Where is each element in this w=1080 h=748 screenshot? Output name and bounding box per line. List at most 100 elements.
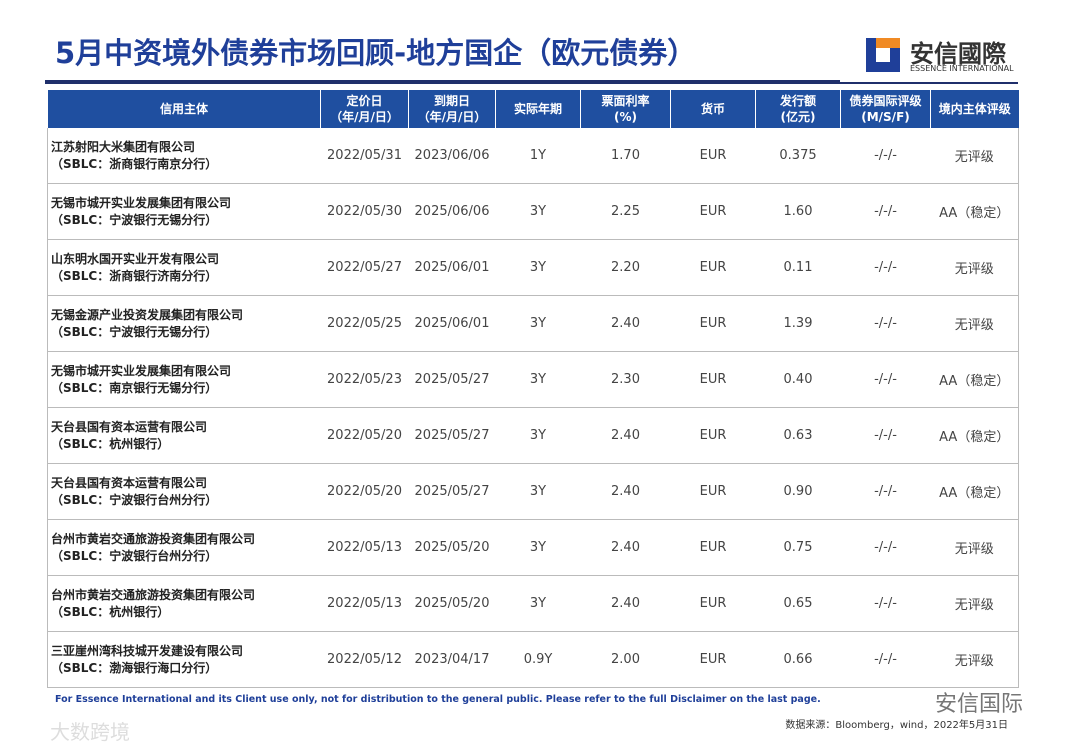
table-cell: EUR	[670, 463, 756, 520]
cell-line: （SBLC：浙商银行济南分行）	[51, 268, 218, 283]
table-cell: 0.375	[755, 128, 841, 184]
cell-line: 发行额	[779, 94, 816, 108]
table-cell: 0.66	[755, 631, 841, 688]
table-cell: 1.39	[755, 295, 841, 352]
cell-line: 天台县国有资本运营有限公司	[51, 475, 208, 490]
watermark: 安信国际	[935, 692, 1024, 717]
table-row: 无锡市城开实业发展集团有限公司 （SBLC：南京银行无锡分行） 2022/05/23…	[47, 351, 1019, 408]
cell-line: （SBLC：浙商银行南京分行）	[51, 156, 218, 171]
table-cell: EUR	[670, 128, 756, 184]
title-rule	[45, 80, 840, 84]
table-cell: -/-/-	[840, 183, 931, 240]
table-cell: 3Y	[495, 519, 581, 576]
table-cell: -/-/-	[840, 351, 931, 408]
table-cell: AA（稳定）	[930, 183, 1019, 240]
table-cell: 2025/05/27	[408, 463, 496, 520]
watermark: 大数跨境	[50, 720, 130, 744]
table-cell: -/-/-	[840, 519, 931, 576]
cell-line: 台州市黄岩交通旅游投资集团有限公司	[51, 531, 256, 546]
table-cell: 3Y	[495, 407, 581, 464]
table-cell: 2022/05/12	[320, 631, 409, 688]
table-row: 台州市黄岩交通旅游投资集团有限公司 （SBLC：杭州银行） 2022/05/13 20…	[47, 575, 1019, 632]
table-cell: 1.60	[755, 183, 841, 240]
table-cell: 山东明水国开实业开发有限公司 （SBLC：浙商银行济南分行）	[47, 239, 321, 296]
table-cell: 无评级	[930, 519, 1019, 576]
table-cell: AA（稳定）	[930, 407, 1019, 464]
cell-line: （SBLC：南京银行无锡分行）	[51, 380, 218, 395]
table-row: 天台县国有资本运营有限公司 （SBLC：杭州银行） 2022/05/20 2025/0…	[47, 407, 1019, 464]
cell-line: （年/月/日）	[330, 110, 399, 124]
table-cell: 无评级	[930, 239, 1019, 296]
cell-line: 信用主体	[159, 102, 208, 116]
logo-subtext: ESSENCE INTERNATIONAL	[910, 64, 1014, 73]
cell-line: 三亚崖州湾科技城开发建设有限公司	[51, 643, 244, 658]
disclaimer: For Essence International and its Client…	[55, 694, 821, 705]
table-cell: 2.40	[580, 407, 671, 464]
table-cell: 无锡市城开实业发展集团有限公司 （SBLC：宁波银行无锡分行）	[47, 183, 321, 240]
table-cell: 2022/05/23	[320, 351, 409, 408]
title: 5月中资境外债券市场回顾-地方国企（欧元债券）	[55, 36, 697, 70]
cell-line: 债券国际评级	[849, 94, 922, 108]
table-cell: 无锡金源产业投资发展集团有限公司 （SBLC：宁波银行无锡分行）	[47, 295, 321, 352]
title-rule	[840, 82, 1018, 84]
table-cell: 3Y	[495, 463, 581, 520]
table-row: 山东明水国开实业开发有限公司 （SBLC：浙商银行济南分行） 2022/05/27 2…	[47, 239, 1019, 296]
header-cell: 定价日 （年/月/日）	[320, 90, 409, 128]
table-cell: 台州市黄岩交通旅游投资集团有限公司 （SBLC：宁波银行台州分行）	[47, 519, 321, 576]
cell-line: （SBLC：宁波银行台州分行）	[51, 492, 218, 507]
table-cell: 2025/05/27	[408, 407, 496, 464]
cell-line: （SBLC：渤海银行海口分行）	[51, 660, 218, 675]
logo-icon	[866, 38, 900, 72]
cell-line: (%)	[614, 110, 637, 124]
cell-line: 定价日	[346, 94, 383, 108]
cell-line: 票面利率	[601, 94, 650, 108]
table-row: 天台县国有资本运营有限公司 （SBLC：宁波银行台州分行） 2022/05/20 20…	[47, 463, 1019, 520]
table-cell: -/-/-	[840, 407, 931, 464]
table-cell: 2022/05/20	[320, 407, 409, 464]
cell-line: 实际年期	[513, 102, 562, 116]
table-cell: 2022/05/25	[320, 295, 409, 352]
table-cell: 2025/06/01	[408, 239, 496, 296]
cell-line: 台州市黄岩交通旅游投资集团有限公司	[51, 587, 256, 602]
table-cell: 0.9Y	[495, 631, 581, 688]
table-cell: -/-/-	[840, 239, 931, 296]
table-row: 无锡市城开实业发展集团有限公司 （SBLC：宁波银行无锡分行） 2022/05/30…	[47, 183, 1019, 240]
table-cell: 0.11	[755, 239, 841, 296]
table-cell: AA（稳定）	[930, 463, 1019, 520]
cell-line: 无锡市城开实业发展集团有限公司	[51, 363, 232, 378]
cell-line: （SBLC：宁波银行无锡分行）	[51, 212, 218, 227]
cell-line: 到期日	[433, 94, 470, 108]
table-cell: 2022/05/27	[320, 239, 409, 296]
table-cell: EUR	[670, 351, 756, 408]
table-cell: 2.40	[580, 575, 671, 632]
table-cell: 2022/05/20	[320, 463, 409, 520]
table-cell: 2.00	[580, 631, 671, 688]
cell-line: （SBLC：宁波银行无锡分行）	[51, 324, 218, 339]
table-cell: 2.30	[580, 351, 671, 408]
table-cell: 2.40	[580, 295, 671, 352]
cell-line: （SBLC：杭州银行）	[51, 436, 170, 451]
table-cell: EUR	[670, 183, 756, 240]
table-cell: 2025/05/20	[408, 519, 496, 576]
table-cell: 三亚崖州湾科技城开发建设有限公司 （SBLC：渤海银行海口分行）	[47, 631, 321, 688]
table-cell: EUR	[670, 295, 756, 352]
table-cell: 江苏射阳大米集团有限公司 （SBLC：浙商银行南京分行）	[47, 128, 321, 184]
table-cell: -/-/-	[840, 631, 931, 688]
cell-line: (M/S/F)	[861, 110, 910, 124]
table-cell: 2.40	[580, 519, 671, 576]
header-cell: 实际年期	[495, 90, 581, 128]
cell-line: （SBLC：杭州银行）	[51, 604, 170, 619]
table-cell: -/-/-	[840, 128, 931, 184]
table-cell: 3Y	[495, 351, 581, 408]
table-cell: 3Y	[495, 295, 581, 352]
table-cell: EUR	[670, 407, 756, 464]
table-cell: AA（稳定）	[930, 351, 1019, 408]
table-row: 江苏射阳大米集团有限公司 （SBLC：浙商银行南京分行） 2022/05/31 202…	[47, 128, 1019, 184]
cell-line: （年/月/日）	[417, 110, 487, 124]
cell-line: （SBLC：宁波银行台州分行）	[51, 548, 218, 563]
table-cell: 2022/05/13	[320, 575, 409, 632]
header-cell: 发行额 (亿元)	[755, 90, 841, 128]
cell-line: (亿元)	[780, 110, 816, 124]
table-cell: 台州市黄岩交通旅游投资集团有限公司 （SBLC：杭州银行）	[47, 575, 321, 632]
